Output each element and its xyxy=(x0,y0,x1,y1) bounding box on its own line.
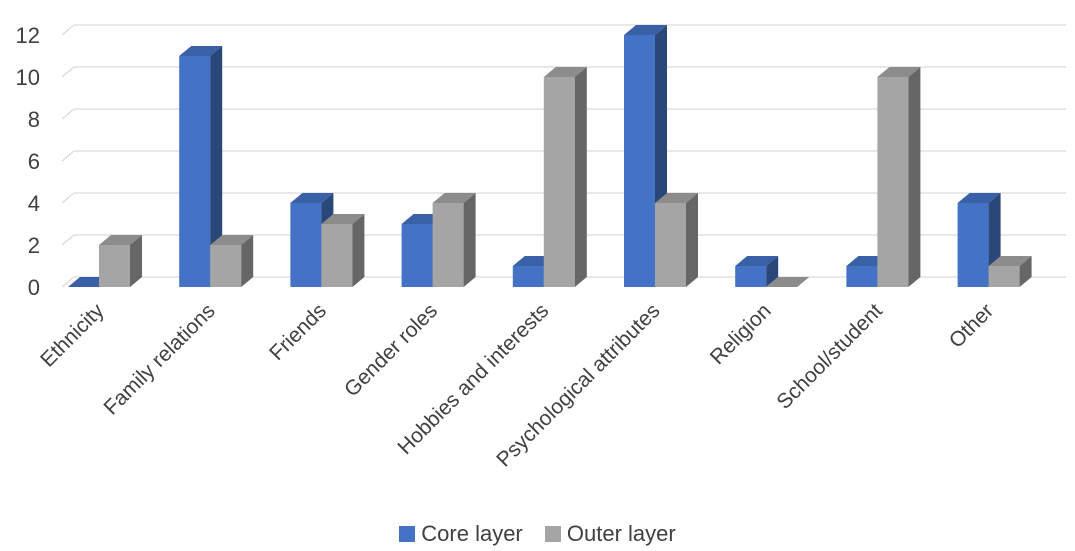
bar-side xyxy=(686,193,698,287)
bar-front xyxy=(321,224,353,287)
x-category-label: Ethnicity xyxy=(36,299,109,372)
x-category-label: Friends xyxy=(265,299,331,365)
gridline-diag xyxy=(61,108,75,120)
bar-side xyxy=(1019,256,1032,287)
y-tick-label: 6 xyxy=(28,149,40,174)
bar-top xyxy=(735,256,779,266)
legend-swatch-core xyxy=(399,526,416,543)
bars xyxy=(68,25,1032,287)
bar-outer xyxy=(99,235,142,287)
gridline-diag xyxy=(61,234,75,246)
y-tick-label: 8 xyxy=(28,107,40,132)
legend: Core layer Outer layer xyxy=(0,520,1075,547)
bar-top xyxy=(432,193,476,203)
bar-top xyxy=(99,235,142,245)
bar-front xyxy=(290,203,322,287)
bar-front xyxy=(99,245,130,287)
bar-front xyxy=(210,245,242,287)
bar-side xyxy=(352,214,365,287)
bar-top xyxy=(655,193,698,203)
bar-outer xyxy=(210,235,254,287)
bar-outer xyxy=(988,256,1032,287)
x-category-label: Religion xyxy=(706,299,776,369)
bar-top xyxy=(179,46,223,56)
bar-front xyxy=(401,224,433,287)
y-tick-label: 2 xyxy=(28,233,40,258)
bar-front xyxy=(988,266,1020,287)
bar-side xyxy=(130,235,142,287)
bar-front xyxy=(512,266,544,287)
gridline-diag xyxy=(61,150,75,162)
y-tick-label: 0 xyxy=(28,275,40,300)
bar-front xyxy=(432,203,464,287)
x-category-label: Other xyxy=(945,299,998,352)
bar-front xyxy=(179,56,211,287)
bar-front xyxy=(957,203,989,287)
bar-top xyxy=(210,235,254,245)
bar-outer xyxy=(321,214,365,287)
bar-outer xyxy=(543,67,587,287)
bar-front xyxy=(877,77,909,287)
bar-top xyxy=(766,277,810,287)
y-tick-label: 10 xyxy=(16,65,40,90)
legend-label-outer: Outer layer xyxy=(566,521,676,547)
bar-outer xyxy=(432,193,476,287)
bar-front xyxy=(543,77,575,287)
x-category-label: Family relations xyxy=(99,299,219,419)
bar-core xyxy=(735,256,779,287)
legend-item-outer: Outer layer xyxy=(544,521,676,547)
gridline-diag xyxy=(61,192,75,204)
bar-outer xyxy=(766,277,810,287)
bar-top xyxy=(877,67,921,77)
bar-top xyxy=(988,256,1032,266)
bar-side xyxy=(908,67,921,287)
bar-top xyxy=(624,25,667,35)
bar-side xyxy=(241,235,254,287)
gridline-diag xyxy=(61,66,75,78)
bar-side xyxy=(574,67,587,287)
y-axis: 0 2 4 6 8 10 12 xyxy=(16,23,40,300)
y-tick-label: 4 xyxy=(28,191,40,216)
bar-outer xyxy=(655,193,698,287)
gridline-diag xyxy=(61,24,75,36)
bar-front xyxy=(846,266,878,287)
bar-top xyxy=(321,214,365,224)
x-category-label: School/student xyxy=(772,299,887,414)
bar-side xyxy=(210,46,223,287)
bar-top xyxy=(290,193,334,203)
bar-outer xyxy=(877,67,921,287)
bar-core xyxy=(179,46,223,287)
bar-side xyxy=(463,193,476,287)
y-tick-label: 12 xyxy=(16,23,40,48)
legend-swatch-outer xyxy=(544,526,561,543)
bar-front xyxy=(655,203,686,287)
bar-front xyxy=(735,266,767,287)
legend-item-core: Core layer xyxy=(399,521,523,547)
x-category-label: Gender roles xyxy=(340,299,442,401)
legend-label-core: Core layer xyxy=(421,521,523,547)
gridline-diag xyxy=(61,276,75,288)
bar-side xyxy=(766,256,779,287)
bar-front xyxy=(624,35,655,287)
bar-top xyxy=(543,67,587,77)
bar-top xyxy=(957,193,1001,203)
